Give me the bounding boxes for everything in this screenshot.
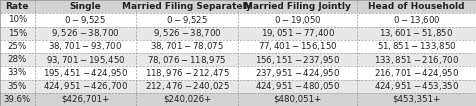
- Text: $0 - $13,600: $0 - $13,600: [393, 14, 440, 26]
- Bar: [238, 80, 357, 93]
- Bar: [136, 93, 238, 106]
- Text: $480,051+: $480,051+: [273, 95, 322, 104]
- Bar: [357, 40, 476, 53]
- Text: $93,701 - $195,450: $93,701 - $195,450: [46, 54, 125, 66]
- Text: 10%: 10%: [8, 15, 27, 24]
- Text: $0 - $9,525: $0 - $9,525: [64, 14, 107, 26]
- Bar: [238, 40, 357, 53]
- Text: Head of Household: Head of Household: [368, 2, 465, 11]
- Text: $156,151 - $237,950: $156,151 - $237,950: [255, 54, 340, 66]
- Text: Rate: Rate: [6, 2, 29, 11]
- Text: $9,526 - $38,700: $9,526 - $38,700: [51, 27, 120, 39]
- Text: $51,851 - $133,850: $51,851 - $133,850: [377, 40, 456, 52]
- Text: 28%: 28%: [8, 55, 27, 64]
- Bar: [357, 26, 476, 40]
- Bar: [35, 66, 136, 80]
- Bar: [35, 53, 136, 66]
- Bar: [35, 40, 136, 53]
- Text: 25%: 25%: [8, 42, 27, 51]
- Text: $216,701 - $424,950: $216,701 - $424,950: [374, 67, 459, 79]
- Bar: [136, 53, 238, 66]
- Bar: [357, 53, 476, 66]
- Text: $240,026+: $240,026+: [163, 95, 211, 104]
- Text: 35%: 35%: [8, 82, 27, 91]
- Text: $78,076 - $118,975: $78,076 - $118,975: [148, 54, 227, 66]
- Text: 15%: 15%: [8, 29, 27, 38]
- Text: Single: Single: [69, 2, 101, 11]
- Bar: [0, 93, 35, 106]
- Bar: [357, 0, 476, 13]
- Text: Married Filing Separately: Married Filing Separately: [122, 2, 252, 11]
- Text: $19,051 - $77,400: $19,051 - $77,400: [260, 27, 335, 39]
- Text: $424,951 - $426,700: $424,951 - $426,700: [43, 80, 128, 92]
- Text: $13,601 - $51,850: $13,601 - $51,850: [379, 27, 454, 39]
- Text: $212,476 - $240,025: $212,476 - $240,025: [145, 80, 229, 92]
- Bar: [238, 53, 357, 66]
- Bar: [0, 80, 35, 93]
- Bar: [0, 40, 35, 53]
- Bar: [238, 66, 357, 80]
- Text: $426,701+: $426,701+: [61, 95, 109, 104]
- Text: $424,951 - $480,050: $424,951 - $480,050: [255, 80, 340, 92]
- Bar: [136, 0, 238, 13]
- Bar: [35, 80, 136, 93]
- Bar: [357, 93, 476, 106]
- Text: $0 - $19,050: $0 - $19,050: [274, 14, 321, 26]
- Bar: [136, 26, 238, 40]
- Text: $424,951 - $453,350: $424,951 - $453,350: [374, 80, 459, 92]
- Text: $38,701 - $93,700: $38,701 - $93,700: [49, 40, 122, 52]
- Text: $133,851 - $216,700: $133,851 - $216,700: [374, 54, 459, 66]
- Bar: [0, 0, 35, 13]
- Text: $195,451 - $424,950: $195,451 - $424,950: [43, 67, 128, 79]
- Bar: [238, 0, 357, 13]
- Text: 33%: 33%: [8, 68, 27, 77]
- Text: $453,351+: $453,351+: [392, 95, 441, 104]
- Bar: [35, 0, 136, 13]
- Text: $0 - $9,525: $0 - $9,525: [166, 14, 208, 26]
- Bar: [136, 66, 238, 80]
- Bar: [238, 93, 357, 106]
- Bar: [0, 13, 35, 26]
- Bar: [0, 26, 35, 40]
- Bar: [35, 13, 136, 26]
- Bar: [357, 66, 476, 80]
- Text: Married Filing Jointly: Married Filing Jointly: [244, 2, 351, 11]
- Bar: [238, 13, 357, 26]
- Bar: [35, 93, 136, 106]
- Bar: [136, 40, 238, 53]
- Text: $38,701 - $78,075: $38,701 - $78,075: [150, 40, 224, 52]
- Text: $9,526 - $38,700: $9,526 - $38,700: [153, 27, 221, 39]
- Bar: [0, 66, 35, 80]
- Bar: [35, 26, 136, 40]
- Bar: [0, 53, 35, 66]
- Text: $237,951 - $424,950: $237,951 - $424,950: [255, 67, 340, 79]
- Text: 39.6%: 39.6%: [4, 95, 31, 104]
- Text: $118,976 - $212,475: $118,976 - $212,475: [145, 67, 229, 79]
- Bar: [357, 80, 476, 93]
- Bar: [136, 80, 238, 93]
- Bar: [238, 26, 357, 40]
- Text: $77,401 - $156,150: $77,401 - $156,150: [258, 40, 337, 52]
- Bar: [357, 13, 476, 26]
- Bar: [136, 13, 238, 26]
